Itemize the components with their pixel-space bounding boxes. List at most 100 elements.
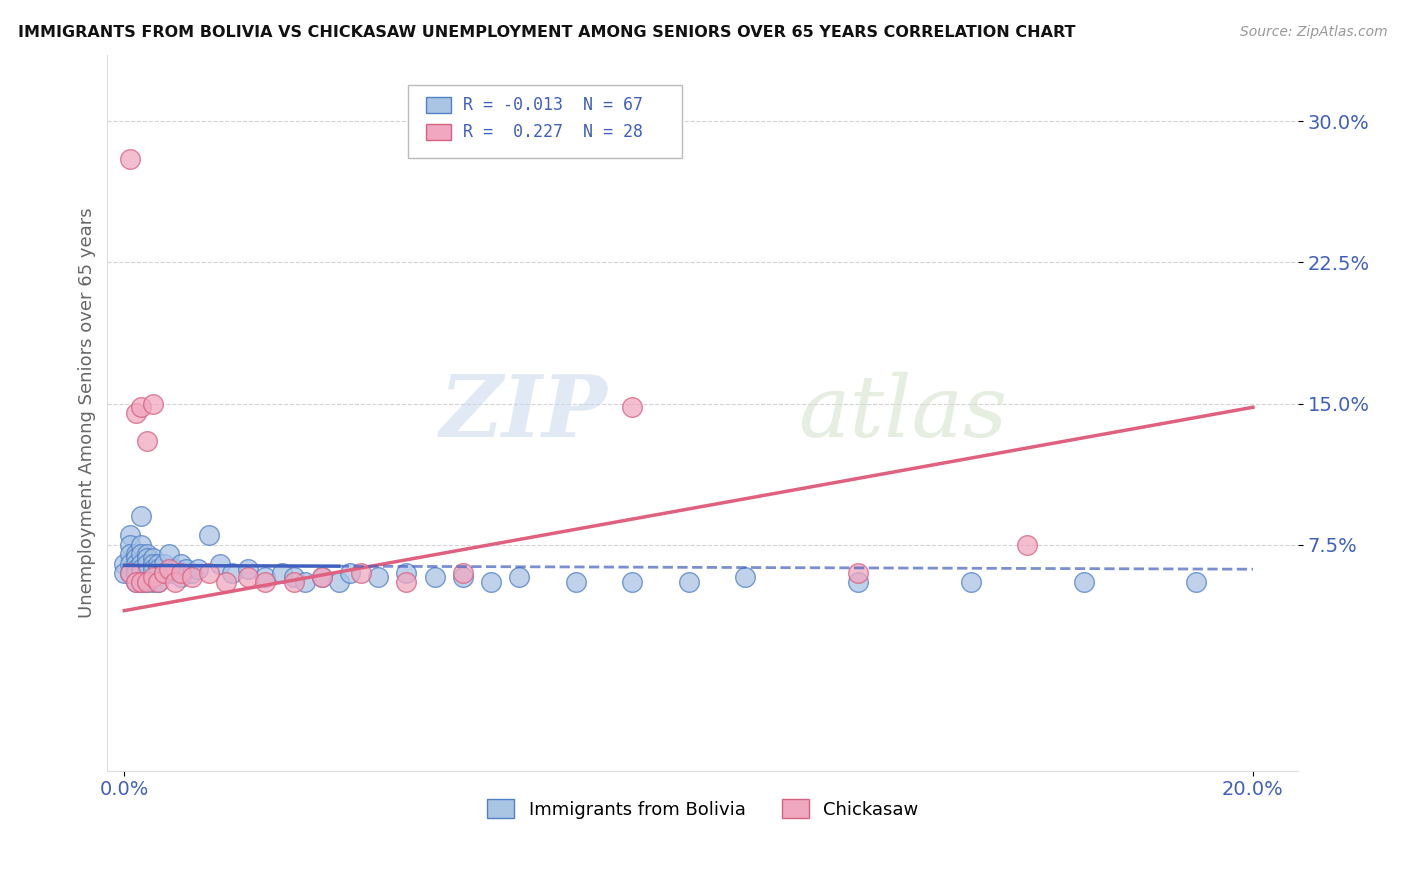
Point	[118, 566, 141, 580]
Point	[209, 557, 232, 571]
Text: IMMIGRANTS FROM BOLIVIA VS CHICKASAW UNEMPLOYMENT AMONG SENIORS OVER 65 YEARS CO: IMMIGRANTS FROM BOLIVIA VS CHICKASAW UNE…	[18, 25, 1076, 40]
Text: atlas: atlas	[799, 372, 1007, 454]
Point	[271, 566, 294, 580]
Point	[170, 570, 193, 584]
Point	[176, 562, 198, 576]
Point	[678, 575, 700, 590]
Point	[159, 562, 181, 576]
Point	[153, 566, 176, 580]
Point	[118, 528, 141, 542]
Point	[124, 562, 146, 576]
Point	[118, 538, 141, 552]
Point	[367, 570, 389, 584]
Text: ZIP: ZIP	[440, 371, 607, 455]
Point	[846, 575, 869, 590]
Point	[153, 557, 176, 571]
Point	[129, 401, 152, 415]
Point	[238, 562, 260, 576]
Point	[118, 566, 141, 580]
Point	[141, 550, 163, 565]
Point	[141, 562, 163, 576]
Point	[129, 557, 152, 571]
Point	[395, 566, 418, 580]
Point	[311, 570, 333, 584]
Point	[135, 434, 157, 449]
Point	[135, 575, 157, 590]
Point	[118, 547, 141, 561]
Point	[141, 575, 163, 590]
Point	[283, 570, 305, 584]
Point	[564, 575, 586, 590]
Point	[621, 575, 644, 590]
Point	[129, 538, 152, 552]
Point	[395, 575, 418, 590]
Point	[165, 575, 187, 590]
Point	[508, 570, 530, 584]
Point	[165, 562, 187, 576]
Legend: Immigrants from Bolivia, Chickasaw: Immigrants from Bolivia, Chickasaw	[479, 792, 925, 826]
Y-axis label: Unemployment Among Seniors over 65 years: Unemployment Among Seniors over 65 years	[79, 208, 96, 618]
Point	[153, 566, 176, 580]
Point	[328, 575, 350, 590]
Point	[187, 562, 209, 576]
Point	[451, 566, 474, 580]
Point	[159, 566, 181, 580]
Point	[215, 575, 238, 590]
Point	[1073, 575, 1095, 590]
Text: R =  0.227  N = 28: R = 0.227 N = 28	[463, 123, 643, 141]
Point	[311, 570, 333, 584]
Point	[1185, 575, 1208, 590]
Point	[112, 566, 135, 580]
Point	[146, 557, 169, 571]
Point	[135, 547, 157, 561]
Point	[124, 406, 146, 420]
Point	[181, 566, 204, 580]
Point	[135, 566, 157, 580]
Point	[159, 547, 181, 561]
Point	[129, 575, 152, 590]
Point	[181, 570, 204, 584]
Point	[170, 557, 193, 571]
Point	[350, 566, 373, 580]
Point	[959, 575, 981, 590]
Point	[198, 566, 221, 580]
Point	[221, 566, 243, 580]
Point	[423, 570, 446, 584]
Point	[129, 566, 152, 580]
Point	[124, 575, 146, 590]
Point	[146, 575, 169, 590]
Point	[254, 575, 277, 590]
Point	[238, 570, 260, 584]
Point	[124, 550, 146, 565]
Point	[294, 575, 316, 590]
Point	[198, 528, 221, 542]
Point	[451, 570, 474, 584]
Point	[118, 557, 141, 571]
Point	[129, 509, 152, 524]
Point	[124, 547, 146, 561]
Point	[118, 152, 141, 166]
Point	[621, 401, 644, 415]
Point	[1017, 538, 1039, 552]
Point	[734, 570, 756, 584]
Point	[135, 550, 157, 565]
Point	[146, 575, 169, 590]
Point	[135, 575, 157, 590]
Point	[129, 575, 152, 590]
Text: Source: ZipAtlas.com: Source: ZipAtlas.com	[1240, 25, 1388, 39]
Point	[846, 566, 869, 580]
Point	[141, 396, 163, 410]
Point	[135, 557, 157, 571]
Point	[479, 575, 502, 590]
Point	[129, 562, 152, 576]
Point	[124, 557, 146, 571]
Point	[141, 570, 163, 584]
Point	[170, 566, 193, 580]
Point	[339, 566, 361, 580]
Point	[124, 566, 146, 580]
Point	[254, 570, 277, 584]
Point	[129, 547, 152, 561]
Point	[112, 557, 135, 571]
Point	[124, 575, 146, 590]
Point	[283, 575, 305, 590]
